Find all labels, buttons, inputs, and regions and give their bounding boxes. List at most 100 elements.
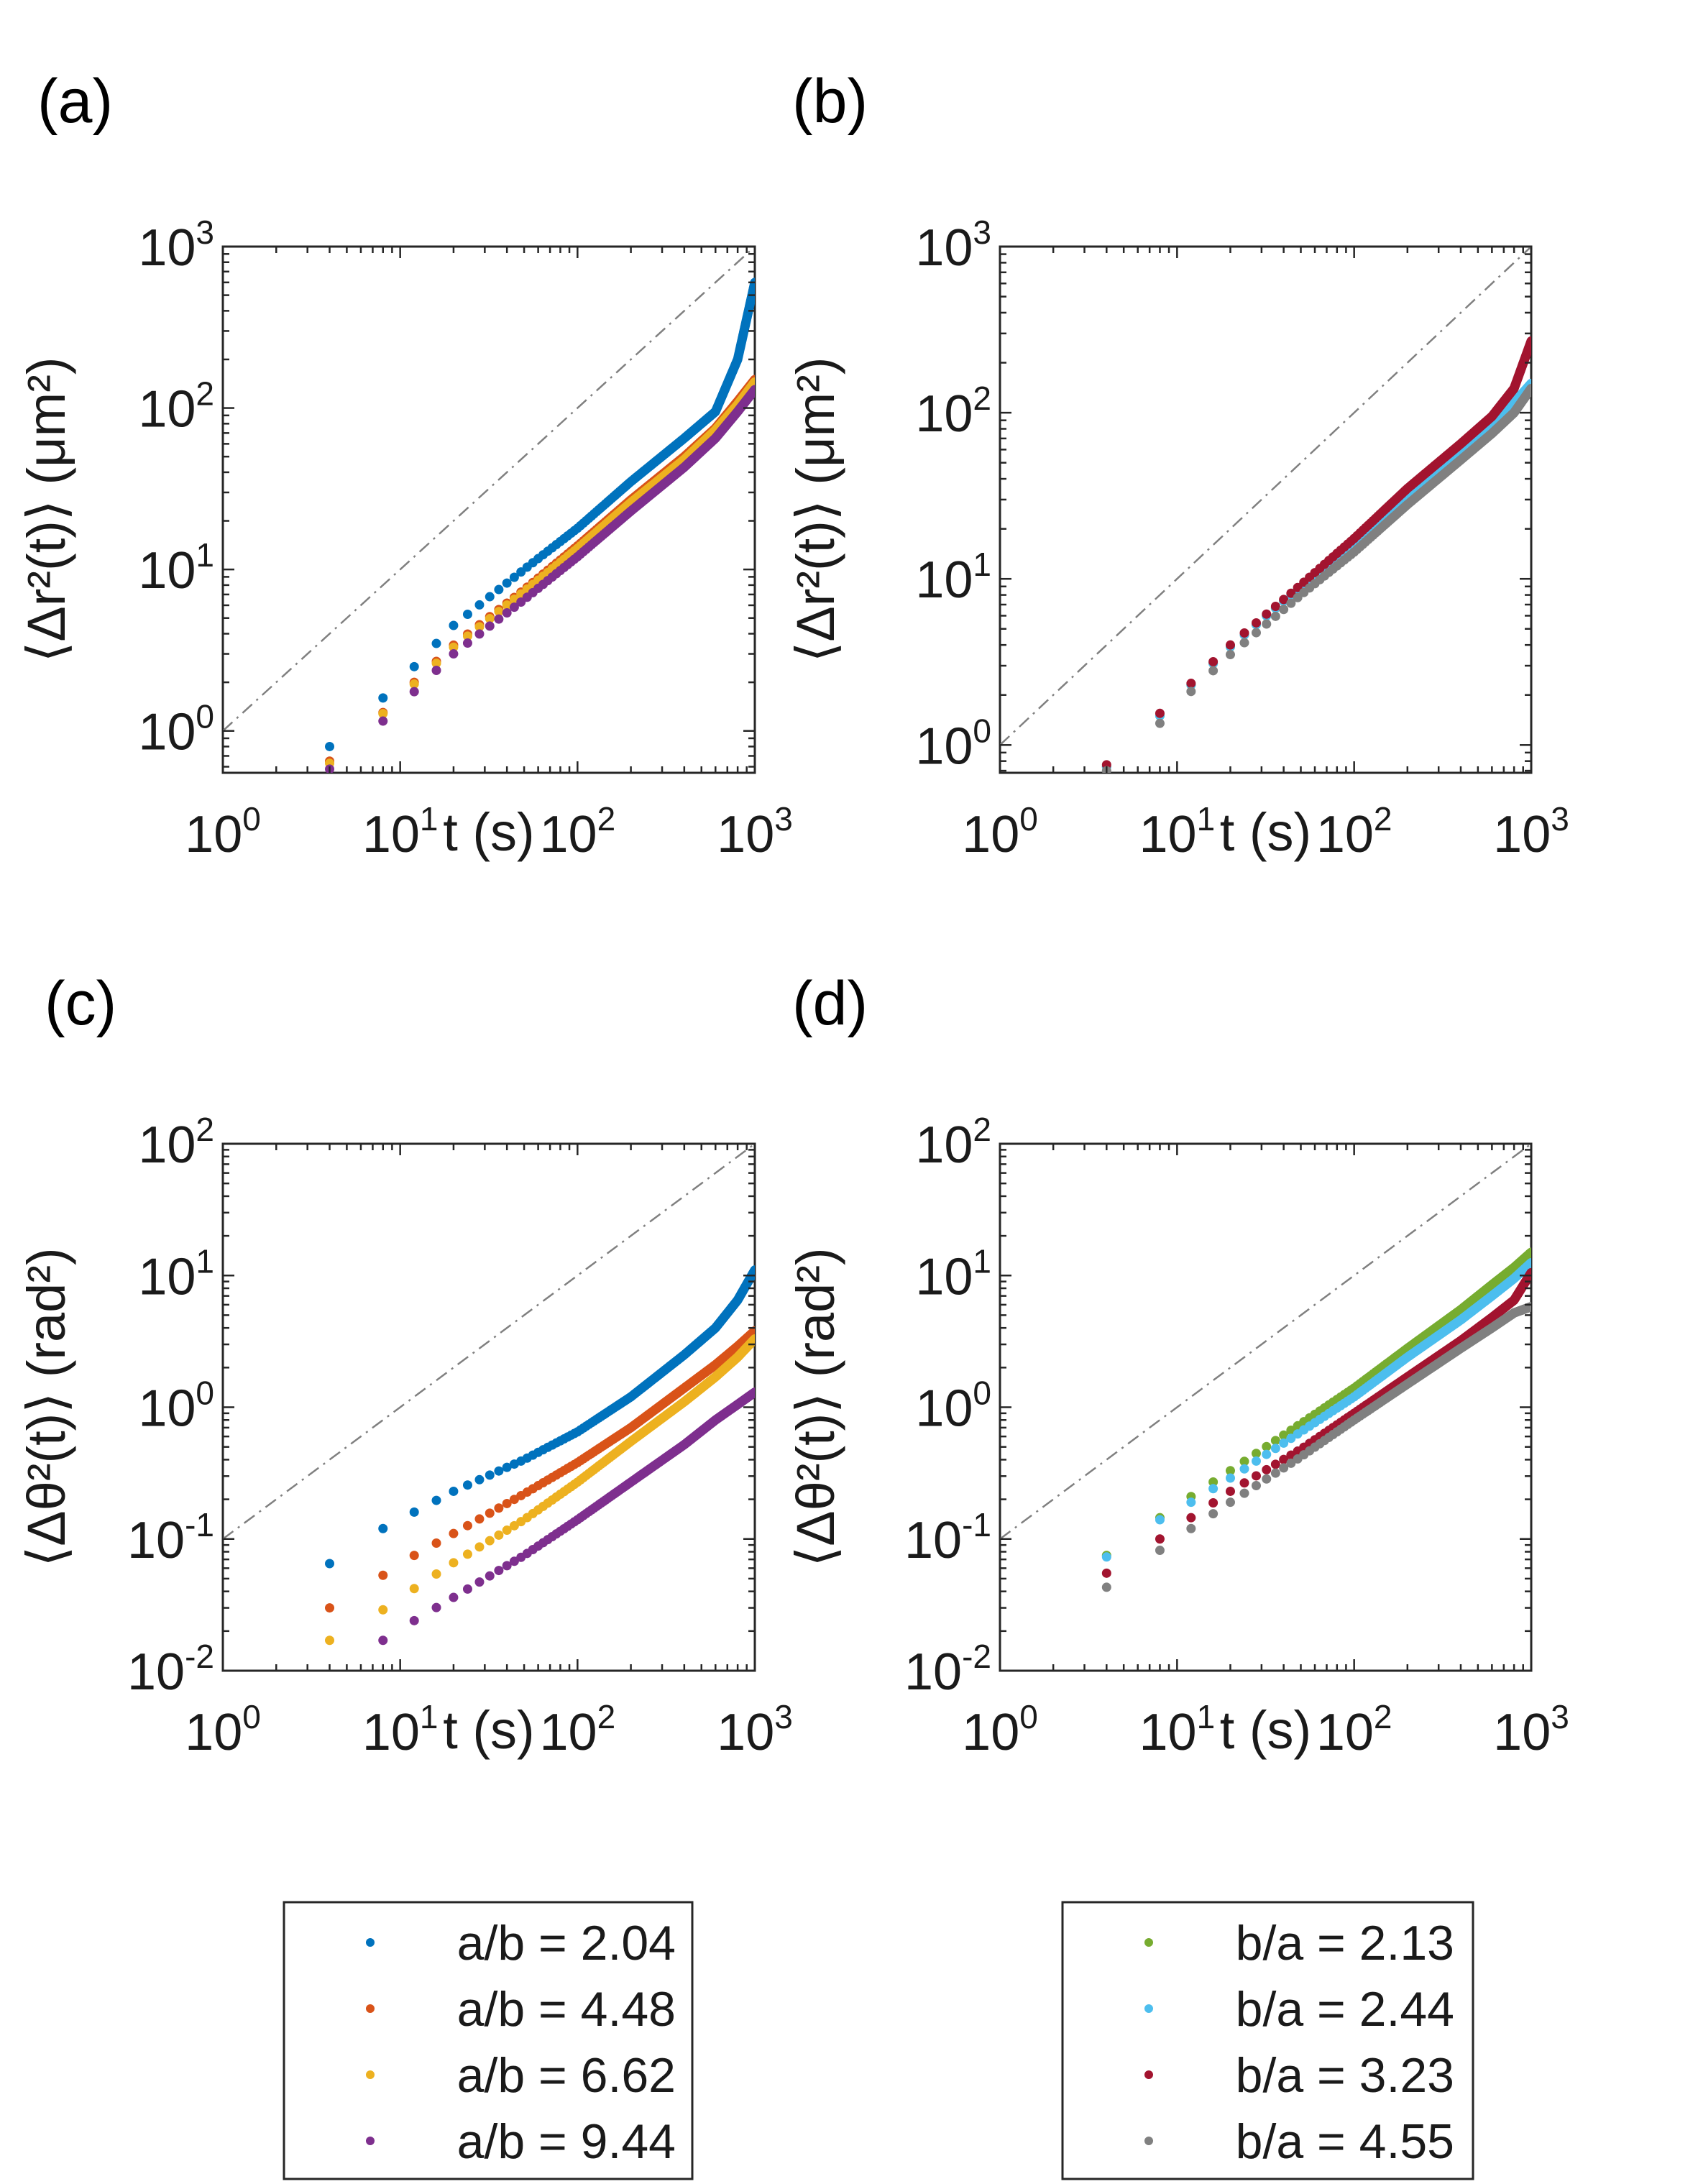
data-point <box>1526 1247 1531 1257</box>
data-point <box>502 1525 512 1536</box>
data-point <box>494 607 504 617</box>
data-point <box>502 578 512 588</box>
x-tick-label: 102 <box>539 800 615 863</box>
data-point <box>1155 1546 1165 1556</box>
x-axis-title: t (s) <box>1220 802 1311 862</box>
data-point <box>1225 1486 1235 1496</box>
data-point <box>409 1615 419 1625</box>
data-point <box>1526 383 1531 393</box>
data-point <box>1239 1488 1249 1498</box>
data-point <box>494 1503 504 1513</box>
data-point <box>325 1559 335 1569</box>
data-point <box>1270 1444 1280 1454</box>
y-tick-label: 100 <box>138 1375 214 1438</box>
data-point <box>750 385 755 395</box>
data-point <box>431 659 441 669</box>
series-group <box>325 1265 755 1646</box>
panel-a: 100 101 102 103 100 101 102 103 t (s) ⟨Δr²(t)⟩… <box>17 214 793 863</box>
ref-line-group <box>1000 1144 1531 1540</box>
legend-marker <box>1144 2004 1153 2013</box>
x-axis-title: t (s) <box>1220 1700 1311 1760</box>
panel-b: 100 101 102 103 100 101 102 103 t (s) ⟨Δr²(t)⟩… <box>786 214 1569 863</box>
data-point <box>378 1635 388 1646</box>
data-point <box>1262 1464 1272 1474</box>
data-point <box>474 1542 485 1552</box>
legend-label: a/b = 2.04 <box>457 1916 676 1970</box>
panel-label-a: (a) <box>37 67 113 136</box>
data-point <box>1293 592 1303 602</box>
panel-c: 100 101 102 103 10-2 10-1 100 101 102 t (s) ⟨Δθ… <box>17 1111 793 1761</box>
legend-label: b/a = 2.44 <box>1236 1982 1454 2037</box>
plot-frame <box>221 245 756 774</box>
data-point <box>449 1528 459 1538</box>
data-point <box>449 1486 459 1496</box>
data-point <box>474 629 485 639</box>
data-point <box>462 1480 472 1490</box>
x-tick-label: 101 <box>362 800 439 863</box>
data-point <box>1186 679 1196 689</box>
reference-line <box>1000 1144 1531 1540</box>
data-point <box>325 1603 335 1613</box>
y-tick-label: 101 <box>915 1242 991 1306</box>
legend-entry: a/b = 6.62 <box>366 2048 676 2103</box>
data-point <box>409 1507 419 1517</box>
data-point <box>1225 650 1235 660</box>
data-point <box>474 622 485 632</box>
data-point <box>1262 1474 1272 1484</box>
data-point <box>485 1571 495 1581</box>
y-axis-title: ⟨Δθ²(t)⟩ (rad²) <box>786 1247 845 1566</box>
data-point <box>494 1466 504 1476</box>
legend-label: b/a = 2.13 <box>1236 1916 1454 1970</box>
data-point <box>325 741 335 751</box>
y-tick-label: 102 <box>138 1111 214 1174</box>
data-point <box>1239 1478 1249 1488</box>
data-point <box>474 1514 485 1524</box>
x-tick-label: 102 <box>1316 800 1392 863</box>
x-tick-label: 101 <box>1139 800 1215 863</box>
series-b-a-2-13 <box>1101 1247 1531 1561</box>
data-point <box>1286 588 1296 598</box>
data-point <box>462 1520 472 1531</box>
y-axis-title: ⟨Δr²(t)⟩ (μm²) <box>786 357 845 662</box>
data-point <box>1225 640 1235 650</box>
data-point <box>485 592 495 602</box>
data-point <box>502 1462 512 1472</box>
y-tick-label: 100 <box>915 712 991 775</box>
data-point <box>1186 1523 1196 1533</box>
data-point <box>1101 1582 1111 1592</box>
data-point <box>1186 687 1196 697</box>
legend-right: b/a = 2.13 b/a = 2.44 b/a = 3.23 b/a = 4… <box>1061 1901 1474 2180</box>
series-b-a-2-44 <box>1101 1257 1531 1562</box>
x-tick-label: 100 <box>185 800 261 863</box>
reference-line <box>223 1144 755 1540</box>
data-point <box>431 1495 441 1505</box>
data-point <box>1155 718 1165 728</box>
y-tick-label: 10-2 <box>904 1638 991 1701</box>
data-point <box>462 631 472 641</box>
series-b-a-4-55 <box>1101 1302 1531 1592</box>
legend-left: a/b = 2.04 a/b = 4.48 a/b = 6.62 a/b = 9… <box>283 1901 694 2180</box>
x-tick-label: 100 <box>185 1698 261 1761</box>
legend-label: a/b = 9.44 <box>457 2114 676 2169</box>
legend-entry: b/a = 2.44 <box>1144 1982 1454 2037</box>
legend-marker <box>366 2070 375 2079</box>
x-tick-label: 103 <box>717 1698 793 1761</box>
data-point <box>1225 1497 1235 1508</box>
data-point <box>1286 1458 1296 1468</box>
y-tick-label: 10-1 <box>904 1506 991 1569</box>
legend-label: a/b = 6.62 <box>457 2048 676 2103</box>
legend-box <box>283 1901 694 2180</box>
data-point <box>1262 609 1272 619</box>
data-point <box>1225 1473 1235 1483</box>
x-tick-label: 100 <box>962 1698 1038 1761</box>
data-point <box>449 1558 459 1568</box>
data-point <box>494 584 504 595</box>
data-point <box>378 709 388 719</box>
data-point <box>1270 1459 1280 1469</box>
data-point <box>431 666 441 676</box>
legend-entry: a/b = 9.44 <box>366 2114 676 2169</box>
data-point <box>378 1570 388 1580</box>
data-point <box>378 716 388 726</box>
data-point <box>462 1584 472 1594</box>
legend-box <box>1061 1901 1474 2180</box>
